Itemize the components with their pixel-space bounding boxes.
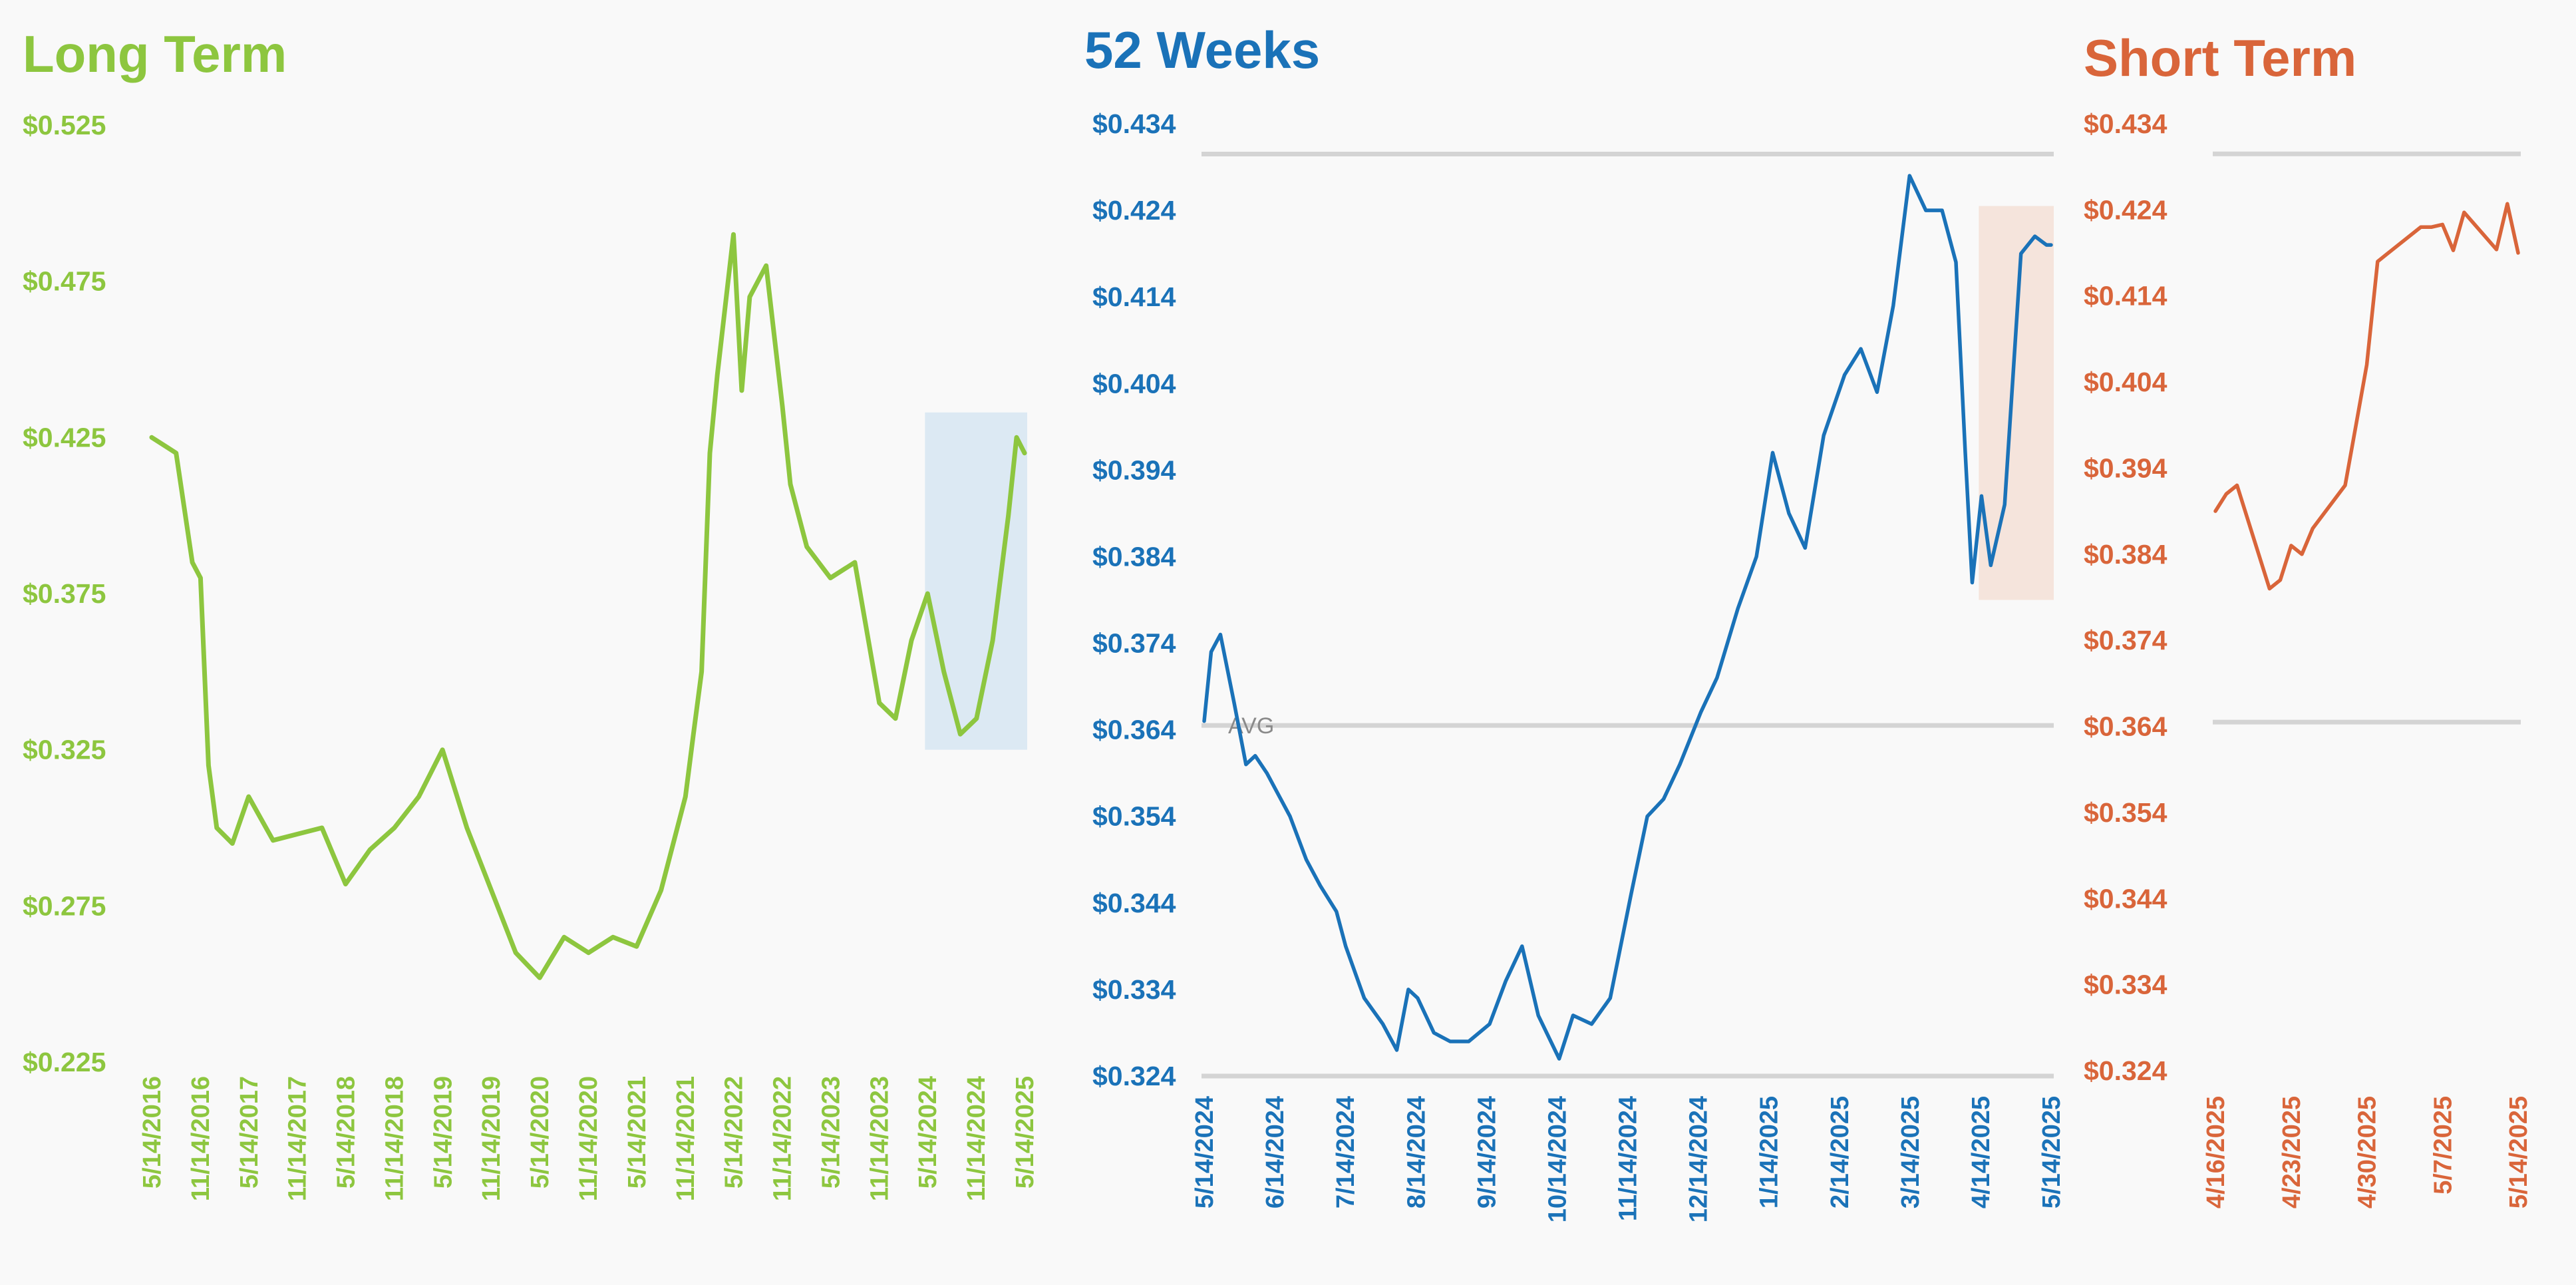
y-tick-label: $0.354 <box>1092 801 1176 832</box>
x-tick-label: 11/14/2024 <box>963 1076 991 1201</box>
x-tick-label: 1/14/2025 <box>1756 1096 1784 1208</box>
y-tick-label: $0.384 <box>2084 539 2168 570</box>
y-tick-label: $0.424 <box>2084 194 2168 225</box>
y-tick-label: $0.414 <box>2084 281 2168 311</box>
x-tick-label: 4/23/2025 <box>2278 1096 2306 1208</box>
chart-0: $0.525 $0.475 $0.425 $0.375 $0.325 $0.275 $0.2… <box>23 110 1039 1201</box>
series-line <box>149 232 1027 980</box>
y-tick-label: $0.424 <box>1092 195 1176 226</box>
y-tick-label: $0.394 <box>2084 453 2168 483</box>
x-tick-label: 5/14/2018 <box>333 1076 361 1189</box>
series-line <box>2213 202 2520 591</box>
y-tick-label: $0.394 <box>1092 455 1176 485</box>
y-tick-label: $0.334 <box>1092 974 1176 1005</box>
y-tick-label: $0.384 <box>1092 541 1176 572</box>
y-tick-label: $0.334 <box>2084 970 2168 1000</box>
x-tick-label: 11/14/2017 <box>284 1076 312 1201</box>
x-tick-label: 5/14/2022 <box>721 1076 748 1189</box>
x-tick-label: 5/14/2025 <box>2505 1096 2533 1208</box>
y-tick-label: $0.225 <box>23 1047 106 1077</box>
y-tick-label: $0.344 <box>2084 883 2168 914</box>
x-tick-label: 5/14/2020 <box>526 1076 554 1189</box>
x-tick-label: 5/14/2016 <box>138 1076 166 1189</box>
x-tick-label: 5/14/2025 <box>1011 1076 1039 1189</box>
x-tick-label: 11/14/2018 <box>381 1076 408 1201</box>
x-tick-label: 11/14/2021 <box>672 1076 700 1201</box>
y-tick-label: $0.525 <box>23 110 106 140</box>
x-tick-label: 11/14/2020 <box>575 1076 603 1201</box>
x-tick-label: 5/14/2024 <box>914 1076 942 1189</box>
x-tick-label: 5/14/2023 <box>817 1076 845 1189</box>
charts-layer: $0.525 $0.475 $0.425 $0.375 $0.325 $0.275 $0.2… <box>23 108 2533 1222</box>
y-tick-label: $0.404 <box>1092 368 1176 399</box>
x-tick-label: 11/14/2016 <box>187 1076 215 1201</box>
x-tick-label: 3/14/2025 <box>1897 1096 1925 1208</box>
y-tick-label: $0.364 <box>1092 715 1176 745</box>
y-tick-label: $0.414 <box>1092 281 1176 312</box>
x-tick-label: 4/30/2025 <box>2354 1096 2382 1208</box>
x-tick-label: 5/14/2019 <box>429 1076 457 1189</box>
x-tick-label: 5/7/2025 <box>2429 1096 2457 1194</box>
x-tick-label: 10/14/2024 <box>1543 1096 1571 1222</box>
y-tick-label: $0.475 <box>23 266 106 297</box>
chart-title: Short Term <box>2084 29 2356 87</box>
y-tick-label: $0.364 <box>2084 711 2168 742</box>
x-tick-label: 4/14/2025 <box>1967 1096 1995 1208</box>
highlight-band <box>1979 206 2054 600</box>
y-tick-label: $0.434 <box>1092 108 1176 139</box>
x-tick-label: 5/14/2021 <box>623 1076 651 1189</box>
x-tick-label: 7/14/2024 <box>1332 1096 1360 1208</box>
x-tick-label: 5/14/2024 <box>1191 1096 1219 1208</box>
x-tick-label: 11/14/2024 <box>1615 1096 1643 1221</box>
chart-2: $0.434 $0.424 $0.414 $0.404 $0.394 $0.384 $0.3… <box>2084 108 2533 1208</box>
highlight-band <box>925 412 1027 750</box>
x-tick-label: 11/14/2022 <box>769 1076 797 1201</box>
y-tick-label: $0.425 <box>23 422 106 453</box>
y-tick-label: $0.324 <box>2084 1055 2168 1086</box>
y-tick-label: $0.434 <box>2084 108 2168 139</box>
x-tick-label: 5/14/2025 <box>2038 1096 2066 1208</box>
y-tick-label: $0.344 <box>1092 888 1176 918</box>
y-tick-label: $0.324 <box>1092 1061 1176 1091</box>
y-tick-label: $0.375 <box>23 578 106 609</box>
x-tick-label: 11/14/2023 <box>866 1076 893 1201</box>
x-tick-label: 8/14/2024 <box>1402 1096 1430 1208</box>
x-tick-label: 4/16/2025 <box>2202 1096 2230 1208</box>
y-tick-label: $0.374 <box>2084 625 2168 655</box>
series-line <box>1202 174 2053 1061</box>
x-tick-label: 11/14/2019 <box>478 1076 506 1201</box>
y-tick-label: $0.325 <box>23 735 106 765</box>
chart-title: 52 Weeks <box>1084 21 1320 79</box>
y-tick-label: $0.275 <box>23 890 106 921</box>
y-tick-label: $0.354 <box>2084 797 2168 828</box>
x-tick-label: 6/14/2024 <box>1261 1096 1289 1208</box>
chart-1: AVG$0.434$0.424$0.414$0.404$0.394$0.384$… <box>1092 108 2066 1222</box>
y-tick-label: $0.404 <box>2084 367 2168 397</box>
y-tick-label: $0.374 <box>1092 628 1176 659</box>
x-tick-label: 9/14/2024 <box>1473 1096 1501 1208</box>
x-tick-label: 5/14/2017 <box>236 1076 263 1189</box>
x-tick-label: 12/14/2024 <box>1685 1096 1713 1222</box>
chart-title: Long Term <box>23 25 287 83</box>
x-tick-label: 2/14/2025 <box>1826 1096 1854 1208</box>
